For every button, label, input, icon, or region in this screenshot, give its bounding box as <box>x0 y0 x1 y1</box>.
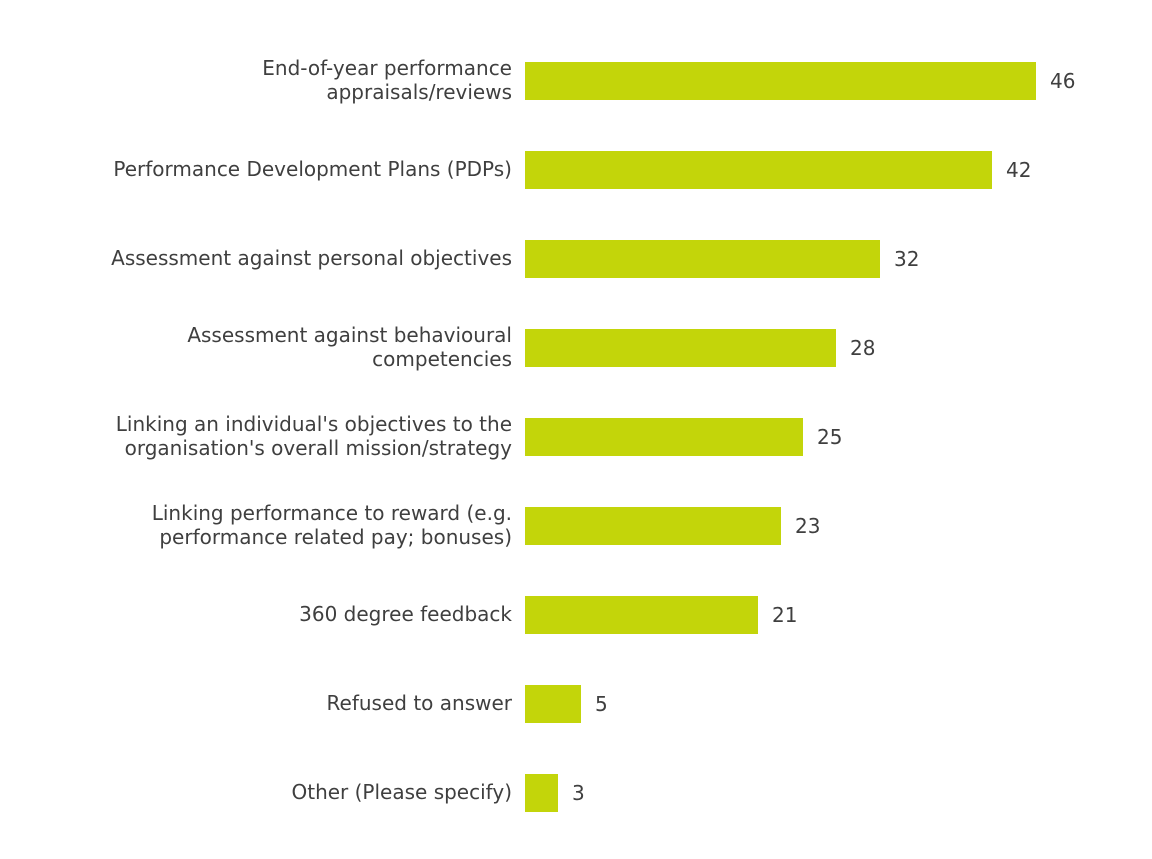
category-label: Performance Development Plans (PDPs) <box>113 156 512 181</box>
value-label: 25 <box>817 424 843 449</box>
chart-row: Assessment against behavioural competenc… <box>8 303 1152 392</box>
bar-track: 5 <box>525 659 1152 748</box>
chart-row: 360 degree feedback 21 <box>8 570 1152 659</box>
bar <box>525 239 880 278</box>
bar <box>525 595 758 634</box>
bar <box>525 61 1036 100</box>
chart-row: Refused to answer 5 <box>8 659 1152 748</box>
category-label: 360 degree feedback <box>299 601 512 626</box>
bar <box>525 684 581 723</box>
bar <box>525 773 558 812</box>
category-label: Assessment against personal objectives <box>111 245 512 270</box>
bar <box>525 506 781 545</box>
value-label: 23 <box>795 513 821 538</box>
value-label: 42 <box>1006 157 1032 182</box>
chart-row: Performance Development Plans (PDPs) 42 <box>8 125 1152 214</box>
category-label: Other (Please specify) <box>291 779 512 804</box>
category-label: Linking performance to reward (e.g. perf… <box>151 501 512 549</box>
chart-row: End-of-year performance appraisals/revie… <box>8 36 1152 125</box>
category-label: Assessment against behavioural competenc… <box>187 323 512 371</box>
chart-row: Other (Please specify) 3 <box>8 748 1152 837</box>
category-label: End-of-year performance appraisals/revie… <box>262 56 512 104</box>
value-label: 46 <box>1050 68 1076 93</box>
bar-track: 28 <box>525 303 1152 392</box>
bar-track: 42 <box>525 125 1152 214</box>
value-label: 21 <box>772 602 798 627</box>
bar-track: 32 <box>525 214 1152 303</box>
bar <box>525 328 836 367</box>
category-label: Refused to answer <box>326 690 512 715</box>
bar-track: 46 <box>525 36 1152 125</box>
value-label: 28 <box>850 335 876 360</box>
value-label: 5 <box>595 691 608 716</box>
chart-row: Linking an individual's objectives to th… <box>8 392 1152 481</box>
bar-track: 23 <box>525 481 1152 570</box>
value-label: 32 <box>894 246 920 271</box>
bar <box>525 417 803 456</box>
bar-track: 3 <box>525 748 1152 837</box>
category-label: Linking an individual's objectives to th… <box>115 412 512 460</box>
chart-row: Linking performance to reward (e.g. perf… <box>8 481 1152 570</box>
bar-chart-rows: End-of-year performance appraisals/revie… <box>8 36 1152 837</box>
bar-track: 21 <box>525 570 1152 659</box>
chart-row: Assessment against personal objectives 32 <box>8 214 1152 303</box>
value-label: 3 <box>572 780 585 805</box>
bar <box>525 150 992 189</box>
bar-track: 25 <box>525 392 1152 481</box>
